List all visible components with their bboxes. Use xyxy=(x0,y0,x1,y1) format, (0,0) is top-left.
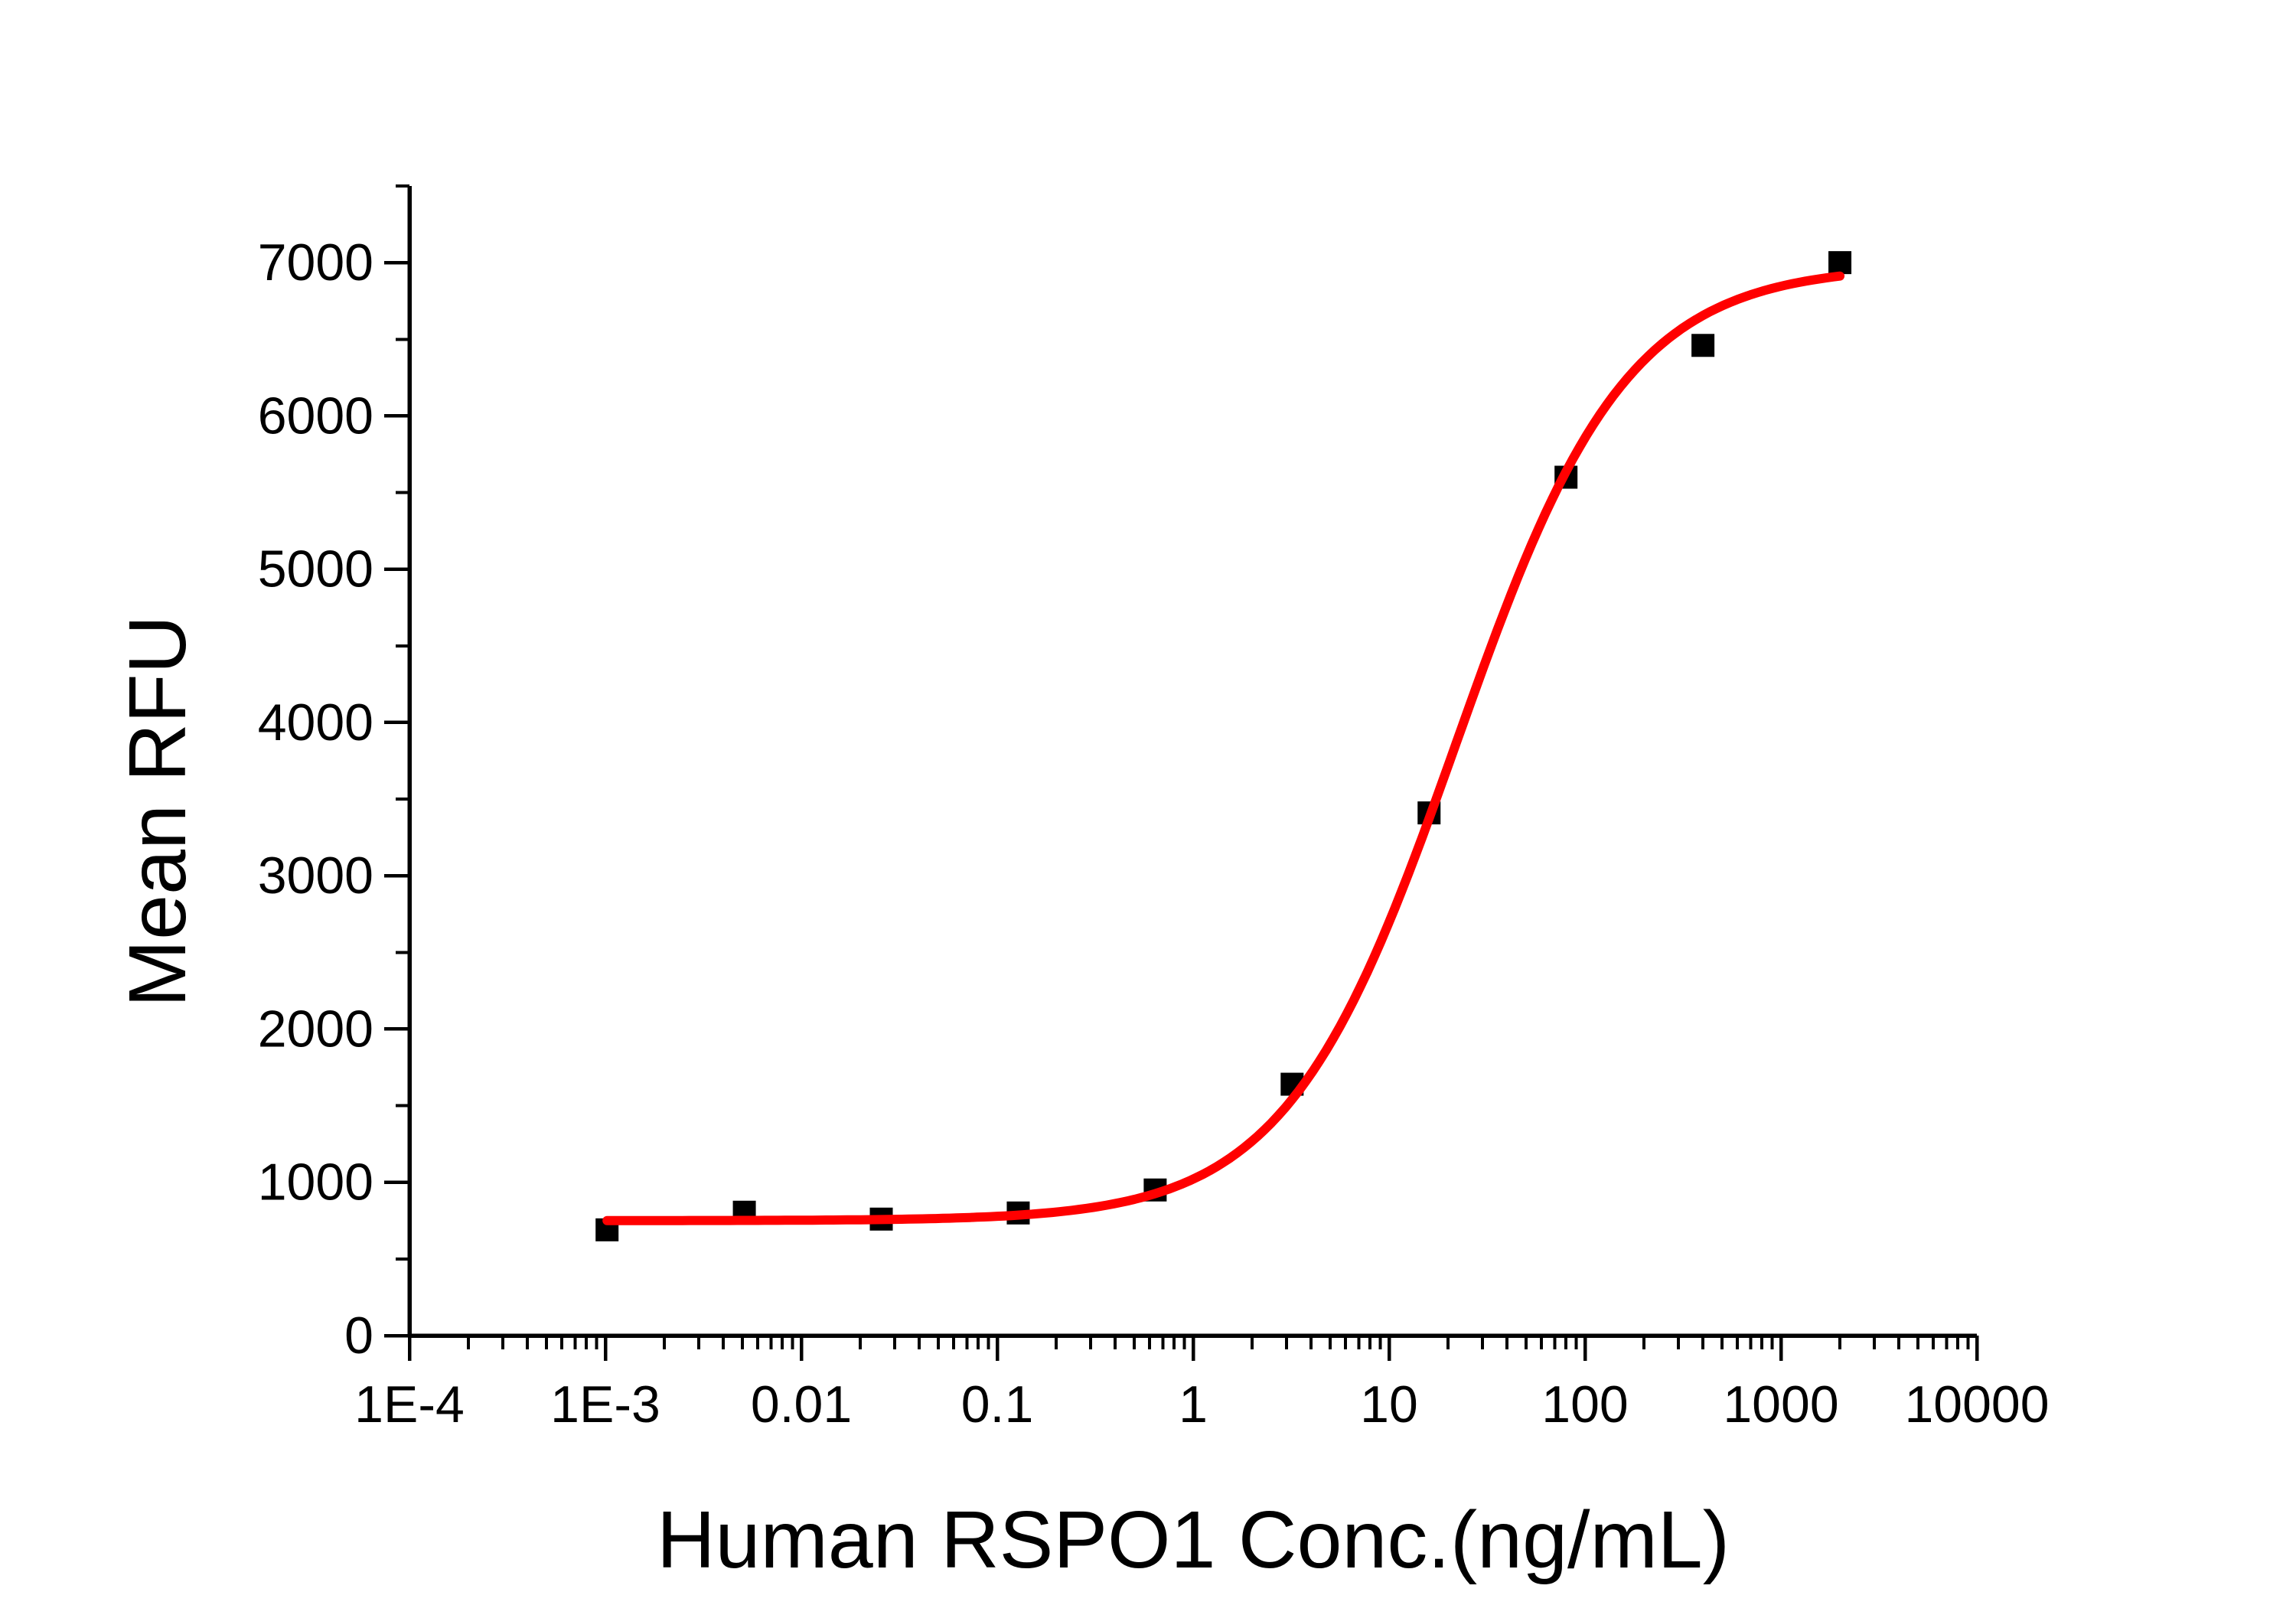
x-axis-tick-label: 100 xyxy=(1541,1375,1628,1434)
x-axis-tick-label: 0.1 xyxy=(961,1375,1034,1434)
x-axis-tick-labels: 1E-4 1E-3 0.01 0.1 1 10 100 1000 10000 xyxy=(354,1375,2049,1434)
y-axis-ticks xyxy=(384,184,409,1338)
fit-curve-line xyxy=(602,271,1845,1225)
y-axis-tick-label: 2000 xyxy=(258,1000,373,1058)
x-axis-tick-label: 1000 xyxy=(1723,1375,1838,1434)
y-axis-tick-label: 3000 xyxy=(258,847,373,905)
data-point-marker xyxy=(1828,251,1852,275)
x-axis: 1E-4 1E-3 0.01 0.1 1 10 100 1000 10000 xyxy=(354,1333,2050,1434)
y-axis-tick-label: 4000 xyxy=(258,693,373,752)
y-axis-tick-label: 7000 xyxy=(258,233,373,292)
x-axis-title: Human RSPO1 Conc.(ng/mL) xyxy=(657,1495,1730,1585)
y-axis-tick-label: 1000 xyxy=(258,1153,373,1212)
data-point-markers xyxy=(595,251,1852,1241)
x-axis-tick-label: 1E-3 xyxy=(550,1375,660,1434)
x-axis-tick-label: 10 xyxy=(1360,1375,1418,1434)
x-axis-tick-label: 0.01 xyxy=(751,1375,852,1434)
y-axis-tick-label: 6000 xyxy=(258,387,373,445)
y-axis-tick-label: 5000 xyxy=(258,540,373,599)
data-point-marker xyxy=(1691,334,1715,357)
x-axis-tick-label: 10000 xyxy=(1904,1375,2049,1434)
y-axis-tick-label: 0 xyxy=(344,1307,373,1365)
x-axis-ticks xyxy=(407,1336,1979,1361)
y-axis-tick-labels: 0 1000 2000 3000 4000 5000 6000 7000 xyxy=(258,233,373,1365)
y-axis-title: Mean RFU xyxy=(113,615,203,1007)
y-axis: 0 1000 2000 3000 4000 5000 6000 7000 xyxy=(258,184,412,1365)
x-axis-tick-label: 1E-4 xyxy=(354,1375,465,1434)
x-axis-tick-label: 1 xyxy=(1179,1375,1208,1434)
